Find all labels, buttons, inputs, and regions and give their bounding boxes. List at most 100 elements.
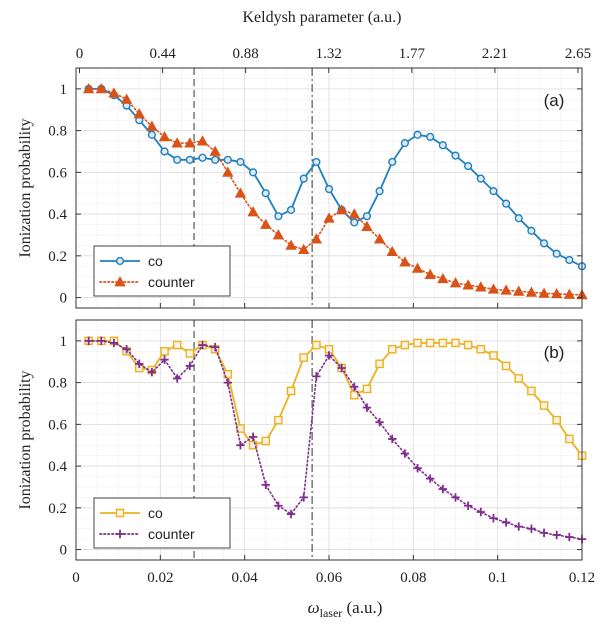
data-point xyxy=(286,509,296,519)
data-point xyxy=(502,199,511,208)
panel-label: (b) xyxy=(544,343,565,362)
data-point xyxy=(411,262,424,273)
data-point xyxy=(223,155,232,164)
y-tick-label: 0 xyxy=(60,291,68,307)
data-point xyxy=(82,83,95,94)
panel-label: (a) xyxy=(544,91,565,110)
data-point xyxy=(527,226,536,235)
data-point xyxy=(375,187,384,196)
data-point xyxy=(108,87,120,98)
data-point xyxy=(373,233,386,244)
data-point xyxy=(462,279,474,290)
data-point xyxy=(413,463,422,473)
data-point xyxy=(248,432,258,442)
data-point xyxy=(565,434,574,444)
legend: co counter xyxy=(93,245,231,297)
data-point xyxy=(350,218,359,227)
data-point xyxy=(552,415,561,425)
data-point xyxy=(160,347,169,356)
legend-box xyxy=(93,497,231,549)
data-point xyxy=(298,243,310,254)
data-point xyxy=(324,184,334,194)
data-point xyxy=(425,338,435,348)
data-point xyxy=(323,212,335,223)
data-point xyxy=(551,287,563,299)
data-point xyxy=(222,166,234,177)
data-point xyxy=(539,528,549,538)
data-point xyxy=(375,418,384,427)
data-point xyxy=(312,372,321,381)
data-point xyxy=(185,361,195,371)
data-point xyxy=(198,340,207,350)
data-point xyxy=(362,212,372,221)
data-point xyxy=(489,514,498,523)
data-point xyxy=(475,281,487,292)
legend-label: co xyxy=(148,253,163,269)
data-point xyxy=(249,168,258,177)
data-point xyxy=(312,157,321,167)
data-point xyxy=(487,283,500,294)
data-point xyxy=(133,108,145,119)
data-point xyxy=(563,288,576,299)
x-axis-label: ωlaser (a.u.) xyxy=(308,598,383,620)
data-point xyxy=(514,214,523,223)
data-point xyxy=(272,229,285,240)
data-point xyxy=(426,474,435,483)
data-point xyxy=(210,342,220,352)
data-point xyxy=(400,449,410,458)
data-point xyxy=(362,403,372,412)
data-point xyxy=(388,434,397,444)
y-tick-label: 0.4 xyxy=(48,459,67,475)
legend-label: counter xyxy=(148,274,195,290)
data-point xyxy=(236,157,245,167)
data-point xyxy=(464,161,473,171)
data-point xyxy=(527,524,536,533)
legend-label: counter xyxy=(148,526,195,542)
data-point xyxy=(286,386,296,396)
data-point xyxy=(489,187,498,196)
data-point xyxy=(348,208,360,219)
data-point xyxy=(361,220,373,232)
top-tick-label: 1.77 xyxy=(399,46,426,62)
y-tick-label: 0.2 xyxy=(48,501,67,517)
data-point xyxy=(437,272,449,284)
data-point xyxy=(388,157,397,167)
data-point xyxy=(514,522,523,531)
data-point xyxy=(476,507,485,517)
data-point xyxy=(424,268,436,280)
data-point xyxy=(386,245,398,257)
y-tick-label: 0 xyxy=(60,543,68,559)
x-tick-label: 0.08 xyxy=(400,570,426,586)
data-point xyxy=(211,155,220,164)
legend-marker xyxy=(115,508,125,518)
data-point xyxy=(261,480,270,490)
series-line xyxy=(88,88,583,268)
data-point xyxy=(120,93,133,104)
legend-marker xyxy=(114,276,126,287)
x-tick-label: 0.04 xyxy=(232,570,259,586)
top-tick-label: 0.44 xyxy=(149,46,176,62)
data-point xyxy=(173,155,182,164)
data-point xyxy=(324,351,334,360)
data-point xyxy=(84,336,93,346)
data-point xyxy=(223,369,233,379)
y-tick-label: 1 xyxy=(60,82,68,98)
data-point xyxy=(184,137,196,148)
top-axis-title: Keldysh parameter (a.u.) xyxy=(242,9,401,26)
data-point xyxy=(500,284,512,295)
data-point xyxy=(209,145,221,156)
data-point xyxy=(299,493,308,502)
data-point xyxy=(274,501,283,510)
data-point xyxy=(552,530,561,540)
data-point xyxy=(476,174,485,183)
data-point xyxy=(501,361,511,371)
data-point xyxy=(299,353,309,362)
data-point xyxy=(375,359,384,369)
data-point xyxy=(463,501,473,510)
data-point xyxy=(476,344,486,354)
top-tick-label: 2.21 xyxy=(482,46,508,62)
legend-label: co xyxy=(148,505,163,521)
top-tick-label: 1.32 xyxy=(316,46,342,62)
data-point xyxy=(160,355,169,364)
data-point xyxy=(185,349,195,358)
